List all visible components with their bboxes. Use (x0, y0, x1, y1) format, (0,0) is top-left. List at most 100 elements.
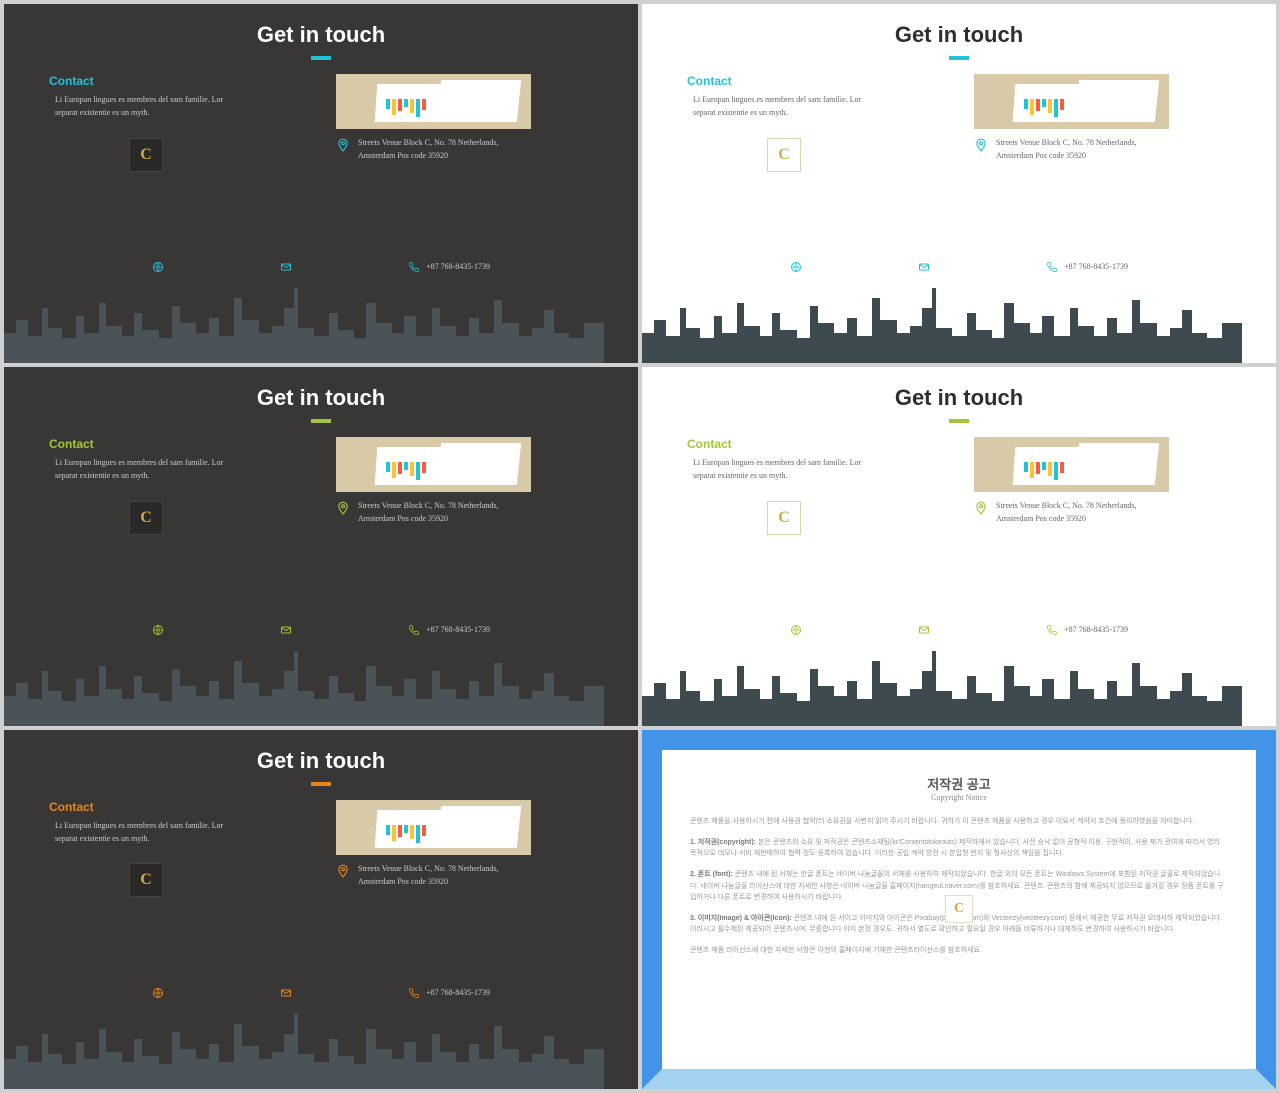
copyright-subtitle: Copyright Notice (690, 793, 1228, 802)
address-text: Streets Venue Block C, No. 78 Netherland… (996, 137, 1161, 163)
address-row: Streets Venue Block C, No. 78 Netherland… (974, 500, 1231, 526)
contact-icons-row: +87 768-8435-1739 (4, 987, 638, 999)
mail-icon (280, 987, 292, 999)
chart-bars (386, 825, 426, 843)
brand-logo: C (129, 501, 163, 535)
right-column: Streets Venue Block C, No. 78 Netherland… (336, 437, 593, 535)
phone-icon (408, 624, 420, 636)
email-item (280, 987, 292, 999)
pin-icon (974, 501, 988, 515)
contact-icons-row: +87 768-8435-1739 (4, 624, 638, 636)
website-item (790, 624, 802, 636)
skyline-silhouette (4, 278, 604, 363)
website-item (790, 261, 802, 273)
pin-icon (336, 864, 350, 878)
phone-number: +87 768-8435-1739 (426, 625, 490, 634)
globe-icon (790, 624, 802, 636)
content-row: Contact Li Europan lingues es membres de… (642, 60, 1276, 172)
contact-icons-row: +87 768-8435-1739 (4, 261, 638, 273)
globe-icon (152, 987, 164, 999)
address-text: Streets Venue Block C, No. 78 Netherland… (996, 500, 1161, 526)
copyright-frame: 저작권 공고 Copyright Notice 콘텐츠 제품을 사용하시기 전에… (642, 730, 1276, 1089)
address-row: Streets Venue Block C, No. 78 Netherland… (336, 137, 593, 163)
contact-slide: Get in touch Contact Li Europan lingues … (642, 367, 1276, 726)
left-column: Contact Li Europan lingues es membres de… (687, 74, 944, 172)
content-row: Contact Li Europan lingues es membres de… (4, 786, 638, 898)
globe-icon (152, 624, 164, 636)
skyline-silhouette (642, 278, 1242, 363)
address-row: Streets Venue Block C, No. 78 Netherland… (974, 137, 1231, 163)
contact-heading: Contact (49, 74, 306, 88)
content-row: Contact Li Europan lingues es membres de… (4, 423, 638, 535)
phone-number: +87 768-8435-1739 (426, 988, 490, 997)
copyright-slide: 저작권 공고 Copyright Notice 콘텐츠 제품을 사용하시기 전에… (642, 730, 1276, 1089)
chart-bars (386, 99, 426, 117)
address-text: Streets Venue Block C, No. 78 Netherland… (358, 137, 523, 163)
website-item (152, 624, 164, 636)
address-row: Streets Venue Block C, No. 78 Netherland… (336, 863, 593, 889)
phone-number: +87 768-8435-1739 (426, 262, 490, 271)
contact-description: Li Europan lingues es membres del sam fa… (49, 457, 239, 483)
mail-icon (918, 624, 930, 636)
contact-slide: Get in touch Contact Li Europan lingues … (4, 730, 638, 1089)
page-title: Get in touch (4, 367, 638, 411)
contact-icons-row: +87 768-8435-1739 (642, 624, 1276, 636)
phone-item: +87 768-8435-1739 (1046, 261, 1128, 273)
contact-image (336, 437, 531, 492)
contact-image (336, 74, 531, 129)
mail-icon (918, 261, 930, 273)
contact-heading: Contact (687, 437, 944, 451)
brand-logo: C (129, 138, 163, 172)
pin-icon (974, 138, 988, 152)
copyright-title: 저작권 공고 (690, 774, 1228, 793)
right-column: Streets Venue Block C, No. 78 Netherland… (336, 74, 593, 172)
mail-icon (280, 624, 292, 636)
contact-icons-row: +87 768-8435-1739 (642, 261, 1276, 273)
contact-slide: Get in touch Contact Li Europan lingues … (642, 4, 1276, 363)
contact-image (974, 74, 1169, 129)
website-item (152, 987, 164, 999)
brand-logo: C (129, 863, 163, 897)
phone-item: +87 768-8435-1739 (1046, 624, 1128, 636)
contact-description: Li Europan lingues es membres del sam fa… (687, 94, 877, 120)
page-title: Get in touch (642, 4, 1276, 48)
content-row: Contact Li Europan lingues es membres de… (642, 423, 1276, 535)
contact-image (974, 437, 1169, 492)
contact-description: Li Europan lingues es membres del sam fa… (49, 820, 239, 846)
address-text: Streets Venue Block C, No. 78 Netherland… (358, 863, 523, 889)
page-title: Get in touch (4, 4, 638, 48)
chart-bars (386, 462, 426, 480)
copyright-p2: 1. 저작권(copyright): 본은 콘텐츠의 소유 및 저작권은 콘텐츠… (690, 837, 1228, 859)
skyline-silhouette (642, 641, 1242, 726)
email-item (280, 624, 292, 636)
contact-heading: Contact (49, 437, 306, 451)
pin-icon (336, 138, 350, 152)
left-column: Contact Li Europan lingues es membres de… (49, 74, 306, 172)
phone-icon (1046, 624, 1058, 636)
chart-bars (1024, 462, 1064, 480)
email-item (280, 261, 292, 273)
page-title: Get in touch (642, 367, 1276, 411)
phone-icon (408, 987, 420, 999)
phone-item: +87 768-8435-1739 (408, 261, 490, 273)
phone-icon (408, 261, 420, 273)
content-row: Contact Li Europan lingues es membres de… (4, 60, 638, 172)
left-column: Contact Li Europan lingues es membres de… (49, 437, 306, 535)
left-column: Contact Li Europan lingues es membres de… (49, 800, 306, 898)
brand-logo: C (945, 895, 973, 923)
left-column: Contact Li Europan lingues es membres de… (687, 437, 944, 535)
globe-icon (790, 261, 802, 273)
right-column: Streets Venue Block C, No. 78 Netherland… (974, 437, 1231, 535)
copyright-p1: 콘텐츠 제품을 사용하시기 전에 사용권 협약(터 소유권을 사변히 읽어 주시… (690, 816, 1228, 827)
mail-icon (280, 261, 292, 273)
phone-item: +87 768-8435-1739 (408, 987, 490, 999)
skyline-silhouette (4, 641, 604, 726)
right-column: Streets Venue Block C, No. 78 Netherland… (974, 74, 1231, 172)
address-text: Streets Venue Block C, No. 78 Netherland… (358, 500, 523, 526)
contact-description: Li Europan lingues es membres del sam fa… (49, 94, 239, 120)
contact-heading: Contact (49, 800, 306, 814)
contact-heading: Contact (687, 74, 944, 88)
brand-logo: C (767, 501, 801, 535)
website-item (152, 261, 164, 273)
contact-description: Li Europan lingues es membres del sam fa… (687, 457, 877, 483)
